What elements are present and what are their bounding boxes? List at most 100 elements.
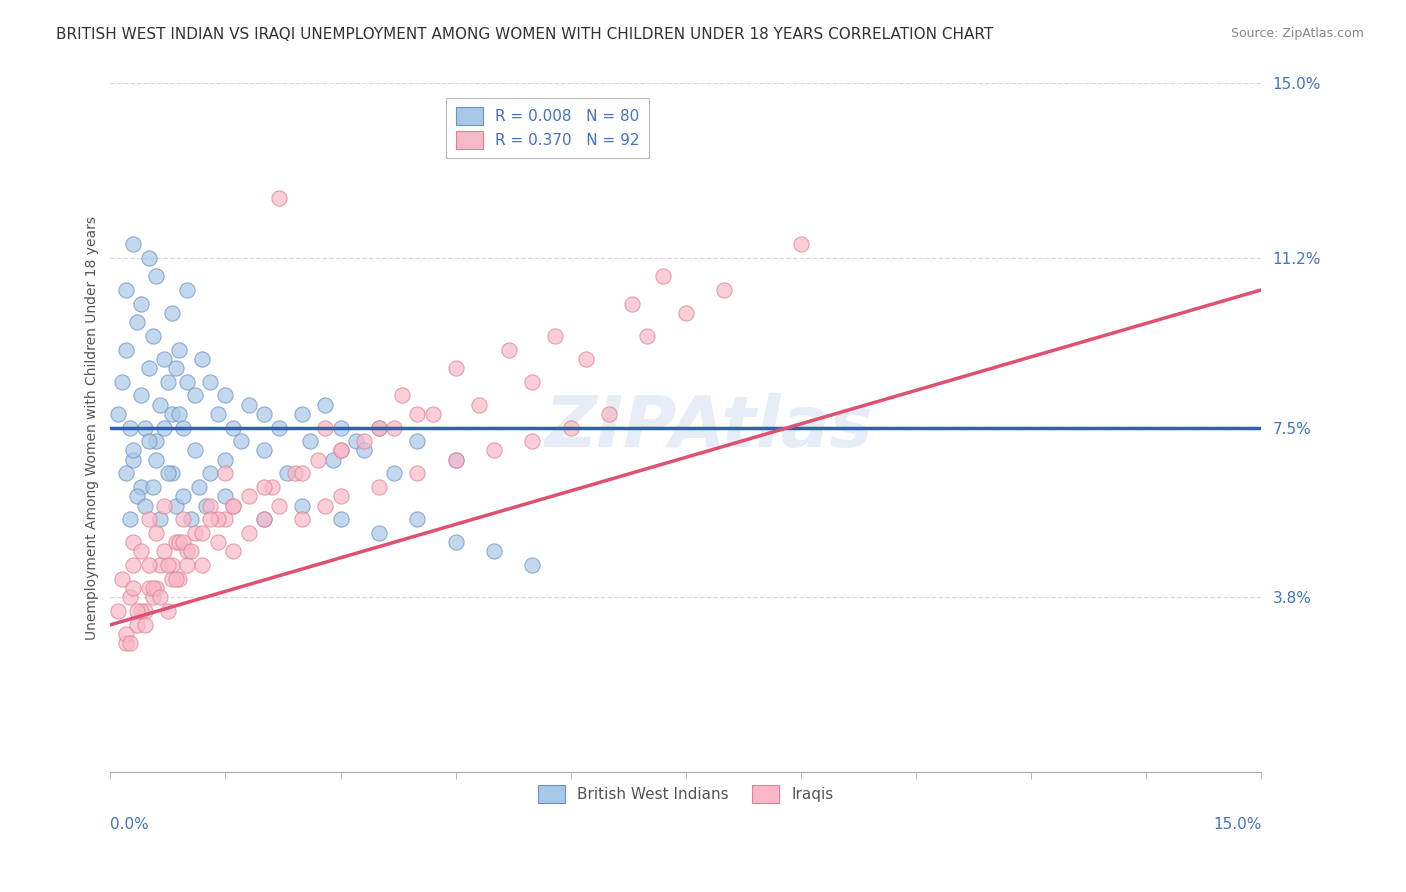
Point	[145, 581, 167, 595]
Point	[122, 558, 145, 573]
Point	[214, 467, 236, 481]
Point	[145, 452, 167, 467]
Point	[191, 351, 214, 366]
Point	[482, 544, 505, 558]
Point	[314, 499, 336, 513]
Point	[129, 604, 152, 618]
Point	[107, 407, 129, 421]
Point	[156, 558, 179, 573]
Point	[238, 489, 260, 503]
Point	[138, 434, 160, 449]
Point	[598, 407, 620, 421]
Point	[406, 434, 429, 449]
Point	[522, 434, 544, 449]
Point	[118, 636, 141, 650]
Point	[129, 388, 152, 402]
Point	[238, 398, 260, 412]
Point	[322, 452, 344, 467]
Point	[269, 191, 291, 205]
Point	[368, 420, 391, 434]
Point	[368, 480, 391, 494]
Point	[138, 360, 160, 375]
Point	[621, 296, 644, 310]
Point	[172, 420, 194, 434]
Point	[382, 467, 405, 481]
Point	[307, 452, 329, 467]
Point	[172, 535, 194, 549]
Point	[198, 512, 221, 526]
Point	[207, 407, 229, 421]
Point	[207, 512, 229, 526]
Point	[180, 544, 202, 558]
Point	[269, 420, 291, 434]
Point	[176, 558, 198, 573]
Point	[214, 512, 236, 526]
Text: 15.0%: 15.0%	[1213, 817, 1261, 832]
Point	[790, 237, 813, 252]
Point	[149, 512, 172, 526]
Point	[134, 617, 156, 632]
Point	[184, 388, 207, 402]
Point	[238, 526, 260, 541]
Point	[560, 420, 582, 434]
Point	[165, 360, 187, 375]
Point	[283, 467, 305, 481]
Point	[329, 443, 352, 458]
Point	[329, 489, 352, 503]
Point	[314, 398, 336, 412]
Point	[138, 251, 160, 265]
Point	[118, 591, 141, 605]
Text: ZIPAtlas: ZIPAtlas	[544, 393, 873, 462]
Point	[222, 499, 245, 513]
Point	[129, 480, 152, 494]
Text: BRITISH WEST INDIAN VS IRAQI UNEMPLOYMENT AMONG WOMEN WITH CHILDREN UNDER 18 YEA: BRITISH WEST INDIAN VS IRAQI UNEMPLOYMEN…	[56, 27, 994, 42]
Point	[329, 443, 352, 458]
Point	[156, 604, 179, 618]
Point	[122, 237, 145, 252]
Point	[134, 499, 156, 513]
Point	[180, 512, 202, 526]
Point	[169, 407, 191, 421]
Point	[368, 420, 391, 434]
Point	[129, 296, 152, 310]
Point	[156, 467, 179, 481]
Point	[111, 572, 134, 586]
Point	[114, 343, 136, 357]
Point	[107, 604, 129, 618]
Point	[114, 627, 136, 641]
Point	[314, 420, 336, 434]
Point	[191, 526, 214, 541]
Point	[172, 512, 194, 526]
Point	[713, 283, 735, 297]
Point	[127, 315, 149, 329]
Point	[222, 544, 245, 558]
Point	[498, 343, 520, 357]
Point	[114, 283, 136, 297]
Point	[172, 489, 194, 503]
Point	[329, 420, 352, 434]
Point	[118, 512, 141, 526]
Point	[522, 375, 544, 389]
Point	[176, 283, 198, 297]
Point	[422, 407, 444, 421]
Point	[675, 306, 697, 320]
Point	[253, 512, 276, 526]
Text: 0.0%: 0.0%	[111, 817, 149, 832]
Point	[198, 375, 221, 389]
Point	[253, 407, 276, 421]
Point	[406, 512, 429, 526]
Point	[195, 499, 218, 513]
Point	[149, 558, 172, 573]
Point	[214, 489, 236, 503]
Point	[138, 558, 160, 573]
Point	[575, 351, 598, 366]
Point	[134, 604, 156, 618]
Point	[165, 535, 187, 549]
Point	[165, 572, 187, 586]
Point	[153, 544, 176, 558]
Point	[353, 443, 375, 458]
Point	[169, 572, 191, 586]
Point	[176, 544, 198, 558]
Point	[382, 420, 405, 434]
Point	[160, 467, 183, 481]
